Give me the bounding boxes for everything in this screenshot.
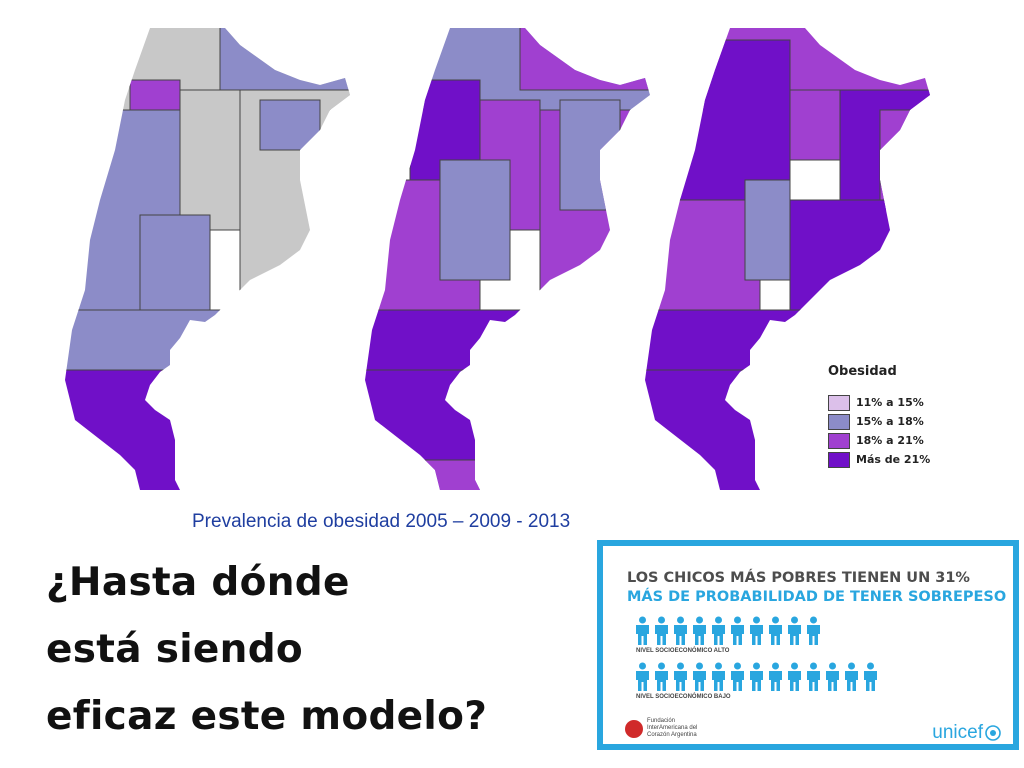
legend-swatch (828, 394, 850, 411)
region-patagonia-south (65, 369, 241, 490)
legend-label: 18% a 21% (856, 434, 924, 447)
map-2009 (365, 28, 650, 490)
region-northeast (519, 28, 650, 91)
legend-swatch (828, 451, 850, 468)
region-misiones (559, 99, 621, 211)
legend-label: 11% a 15% (856, 396, 924, 409)
legend: Obesidad 11% a 15% 15% a 18% 18% a 21% M… (822, 360, 952, 470)
legend-label: 15% a 18% (856, 415, 924, 428)
legend-label: Más de 21% (856, 453, 931, 466)
person-icon (845, 662, 858, 691)
question-line-1: ¿Hasta dónde (46, 560, 350, 605)
person-icon (636, 662, 649, 691)
globe-icon (985, 725, 1001, 741)
unicef-infographic: LOS CHICOS MÁS POBRES TIENEN UN 31% MÁS … (597, 540, 1019, 750)
person-icon (826, 662, 839, 691)
region-misiones (259, 99, 321, 151)
obesity-maps (65, 28, 930, 490)
legend-item: Más de 21% (828, 451, 930, 468)
person-icon (769, 662, 782, 691)
person-icon (750, 662, 763, 691)
person-icon (674, 616, 687, 645)
region-west (645, 199, 761, 311)
region-center (789, 89, 841, 161)
legend-swatch (828, 432, 850, 449)
region-patagonia-north (65, 309, 241, 371)
region-patagonia-south (645, 369, 821, 490)
infographic-subheadline: MÁS DE PROBABILIDAD DE TENER SOBREPESO (627, 589, 1007, 605)
region-northwest (679, 39, 791, 201)
region-cordoba (439, 159, 511, 281)
region-patagonia-north (645, 309, 821, 371)
unicef-brand: unicef (932, 722, 1001, 744)
legend-item: 18% a 21% (828, 432, 924, 449)
foundation-name: Fundación InterAmericana del Corazón Arg… (647, 718, 698, 738)
person-icon (731, 662, 744, 691)
person-icon (655, 616, 668, 645)
label-nivel-alto: NIVEL SOCIOECONÓMICO ALTO (636, 648, 730, 654)
person-icon (674, 662, 687, 691)
person-icon (731, 616, 744, 645)
people-row-low (633, 662, 880, 692)
legend-item: 11% a 15% (828, 394, 924, 411)
map-2005 (65, 28, 350, 490)
region-northeast (839, 89, 930, 211)
person-icon (864, 662, 877, 691)
person-icon (712, 662, 725, 691)
question-line-3: eficaz este modelo? (46, 694, 488, 739)
legend-item: 15% a 18% (828, 413, 924, 430)
foundation-logo-group: Fundación InterAmericana del Corazón Arg… (625, 718, 707, 739)
unicef-wordmark: unicef (932, 722, 983, 743)
region-north (365, 28, 650, 111)
person-icon (807, 616, 820, 645)
label-nivel-bajo: NIVEL SOCIOECONÓMICO BAJO (636, 694, 731, 700)
heart-logo-icon (625, 719, 643, 738)
region-center (179, 89, 241, 231)
region-cordoba (744, 179, 791, 281)
region-northeast (219, 28, 350, 91)
infographic-headline: LOS CHICOS MÁS POBRES TIENEN UN 31% (627, 570, 970, 586)
region-cordoba (139, 214, 211, 316)
maps-caption: Prevalencia de obesidad 2005 – 2009 - 20… (192, 511, 571, 532)
person-icon (807, 662, 820, 691)
person-icon (693, 616, 706, 645)
region-misiones (879, 109, 930, 211)
person-icon (788, 616, 801, 645)
person-icon (655, 662, 668, 691)
region-patagonia-north (365, 309, 541, 371)
people-row-high (633, 616, 823, 646)
person-icon (769, 616, 782, 645)
person-icon (750, 616, 763, 645)
person-icon (693, 662, 706, 691)
legend-title: Obesidad (828, 364, 897, 379)
person-icon (788, 662, 801, 691)
person-icon (712, 616, 725, 645)
region-east (789, 199, 930, 311)
question-line-2: está siendo (46, 627, 304, 672)
region-tierra-del-fuego (419, 459, 501, 490)
legend-swatch (828, 413, 850, 430)
person-icon (636, 616, 649, 645)
